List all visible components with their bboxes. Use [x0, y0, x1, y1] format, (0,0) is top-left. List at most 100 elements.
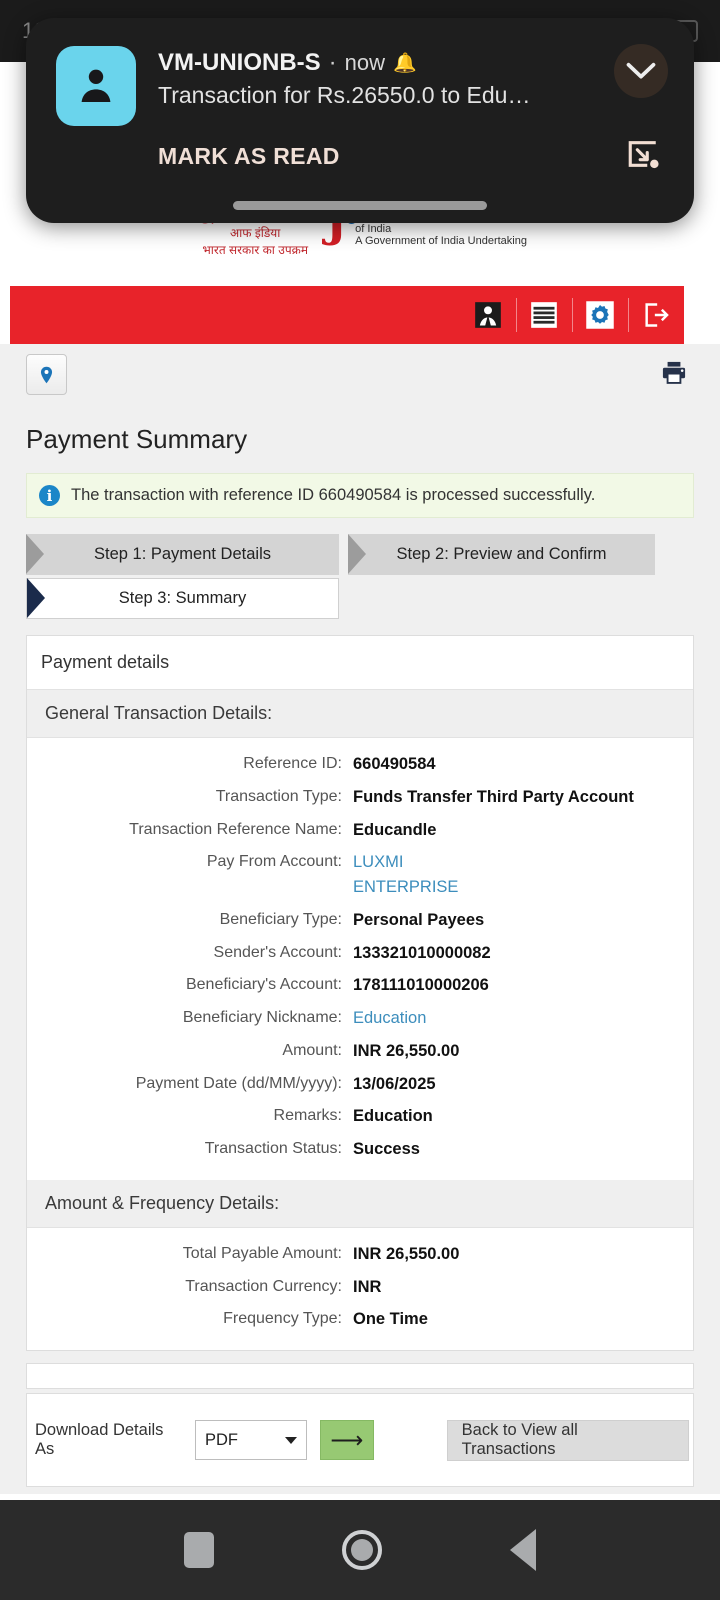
chevron-down-icon — [285, 1436, 298, 1444]
detail-value: 13/06/2025 — [353, 1074, 436, 1093]
detail-label: Payment Date (dd/MM/yyyy): — [135, 1074, 342, 1092]
detail-value: 133321010000082 — [353, 943, 491, 962]
back-to-transactions-label: Back to View all Transactions — [461, 1421, 578, 1458]
detail-row: Transaction Currency: INR — [27, 1271, 693, 1304]
download-format-select[interactable]: PDF — [194, 1420, 308, 1460]
logo-hindi-sub: आफ इंडिया — [230, 225, 281, 240]
section-heading-amount: Amount & Frequency Details: — [27, 1179, 693, 1228]
detail-value: INR 26,550.00 — [353, 1244, 460, 1263]
person-icon — [81, 69, 111, 102]
chevron-down-icon — [626, 62, 656, 79]
menu-icon-button[interactable] — [516, 286, 572, 344]
detail-row: Beneficiary Nickname: Education — [27, 1002, 693, 1035]
step-tab-3-label: Step 3: Summary — [118, 589, 247, 607]
step-tab-2-label: Step 2: Preview and Confirm — [396, 545, 607, 563]
detail-row: Total Payable Amount: INR 26,550.00 — [27, 1238, 693, 1271]
detail-row: Transaction Status: Success — [27, 1133, 693, 1166]
profile-icon — [475, 302, 501, 328]
menu-icon — [531, 302, 557, 328]
detail-row: Transaction Type: Funds Transfer Third P… — [27, 781, 693, 814]
detail-value: Education — [353, 1107, 433, 1126]
logo-en-sub: of India — [355, 223, 392, 236]
detail-label: Beneficiary Nickname: — [182, 1009, 342, 1026]
step-tab-1-label: Step 1: Payment Details — [93, 545, 271, 563]
square-recents-icon[interactable] — [184, 1532, 214, 1568]
page-title: Payment Summary — [26, 424, 248, 454]
download-go-button[interactable]: ⟶ — [320, 1420, 374, 1460]
notification-sender: VM-UNIONB-S — [158, 49, 321, 76]
utility-toolbar — [0, 344, 720, 402]
settings-gear-icon-button[interactable] — [572, 286, 628, 344]
step-tab-3[interactable]: Step 3: Summary — [26, 578, 339, 619]
notification-card[interactable]: VM-UNIONB-S · now 🔔 Transaction for Rs.2… — [26, 18, 694, 223]
detail-label: Frequency Type: — [223, 1310, 342, 1328]
detail-label: Transaction Currency: — [185, 1277, 342, 1295]
step-tab-2[interactable]: Step 2: Preview and Confirm — [348, 534, 655, 575]
pay-from-account-link[interactable]: LUXMI ENTERPRISE — [353, 853, 459, 896]
beneficiary-nickname-link[interactable]: Education — [353, 1009, 427, 1027]
notification-avatar — [56, 46, 136, 126]
detail-value: 178111010000206 — [353, 976, 489, 995]
print-button[interactable] — [656, 356, 692, 390]
payment-details-panel: Payment details General Transaction Deta… — [26, 635, 694, 1351]
notification-separator: · — [328, 49, 337, 76]
detail-row: Payment Date (dd/MM/yyyy): 13/06/2025 — [27, 1068, 693, 1101]
settings-gear-icon — [586, 301, 614, 329]
detail-label: Pay From Account: — [206, 853, 342, 871]
detail-label: Sender's Account: — [213, 943, 342, 961]
logo-en-tag: A Government of India Undertaking — [355, 234, 527, 247]
section-heading-general: General Transaction Details: — [27, 690, 693, 738]
detail-value: INR — [353, 1277, 382, 1296]
detail-value: INR 26,550.00 — [353, 1041, 460, 1060]
detail-row: Reference ID: 660490584 — [27, 748, 693, 781]
detail-value: One Time — [353, 1310, 428, 1329]
detail-row: Beneficiary's Account: 178111010000206 — [27, 969, 693, 1002]
detail-row: Amount: INR 26,550.00 — [27, 1035, 693, 1068]
arrow-right-icon: ⟶ — [330, 1426, 364, 1453]
location-pin-icon — [40, 366, 53, 383]
step-indicator: Step 1: Payment Details Step 2: Preview … — [26, 534, 674, 619]
notification-body: Transaction for Rs.26550.0 to Edu… — [158, 82, 531, 108]
panel-title: Payment details — [27, 636, 693, 690]
detail-value: Personal Payees — [353, 910, 485, 929]
notification-popout-button[interactable] — [626, 138, 660, 175]
action-bar: Download Details As PDF ⟶ Back to View a… — [26, 1393, 694, 1487]
triangle-back-icon[interactable] — [510, 1529, 536, 1571]
detail-label: Reference ID: — [243, 755, 342, 772]
detail-label: Total Payable Amount: — [182, 1244, 342, 1262]
detail-value: 660490584 — [353, 755, 436, 773]
detail-row: Transaction Reference Name: Educandle — [27, 814, 693, 847]
location-pin-button[interactable] — [26, 354, 67, 395]
detail-row: Remarks: Education — [27, 1100, 693, 1133]
detail-row: Frequency Type: One Time — [27, 1303, 693, 1336]
logo-hindi-tag: भारत सरकार का उपक्रम — [202, 242, 309, 257]
detail-value: Funds Transfer Third Party Account — [353, 787, 634, 806]
notification-expand-button[interactable] — [614, 44, 668, 98]
detail-label: Remarks: — [273, 1107, 342, 1125]
general-transaction-rows: Reference ID: 660490584 Transaction Type… — [27, 738, 693, 1180]
back-to-transactions-button[interactable]: Back to View all Transactions — [446, 1419, 689, 1461]
logout-icon-button[interactable] — [628, 286, 684, 344]
red-header-bar — [10, 286, 684, 344]
detail-label: Transaction Status: — [204, 1140, 342, 1157]
logout-icon — [645, 303, 669, 327]
android-nav-bar — [0, 1500, 720, 1600]
mark-as-read-button[interactable]: MARK AS READ — [158, 143, 340, 169]
print-icon — [662, 361, 686, 384]
download-label: Download Details As — [35, 1421, 164, 1458]
amount-frequency-rows: Total Payable Amount: INR 26,550.00 Tran… — [27, 1228, 693, 1350]
detail-label: Beneficiary's Account: — [185, 976, 342, 994]
step-tab-1[interactable]: Step 1: Payment Details — [26, 534, 339, 575]
profile-icon-button[interactable] — [460, 286, 516, 344]
notification-time: now — [344, 50, 386, 75]
notification-drag-handle[interactable] — [233, 201, 487, 210]
detail-label: Amount: — [282, 1041, 342, 1059]
popout-bubble-icon — [628, 141, 659, 169]
detail-label: Transaction Reference Name: — [129, 820, 342, 838]
download-format-value: PDF — [204, 1430, 238, 1449]
detail-row: Sender's Account: 133321010000082 — [27, 937, 693, 970]
detail-row: Beneficiary Type: Personal Payees — [27, 904, 693, 937]
circle-home-icon[interactable] — [342, 1530, 382, 1570]
